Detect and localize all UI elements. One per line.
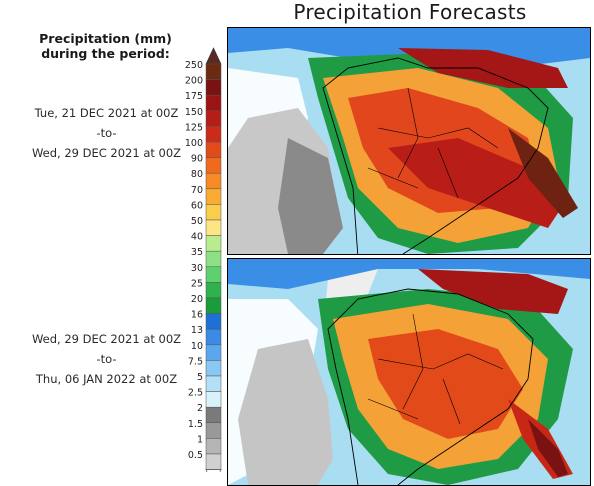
scale-label-40: 40 — [191, 232, 203, 243]
scale-swatch-35 — [205, 250, 222, 268]
color-scale: 2502001751501251009080706050403530252016… — [185, 47, 222, 472]
scale-swatch-30 — [205, 266, 222, 283]
scale-swatch-250 — [205, 63, 222, 80]
scale-swatch-20 — [205, 297, 222, 314]
scale-swatch-1 — [205, 438, 222, 455]
page-title: Precipitation Forecasts — [293, 0, 527, 24]
period-2-label: Wed, 29 DEC 2021 at 00Z -to- Thu, 06 JAN… — [24, 329, 189, 389]
scale-label-100: 100 — [185, 138, 203, 149]
scale-swatch-200 — [205, 79, 222, 96]
scale-label-25: 25 — [191, 278, 203, 289]
period-1-end: Wed, 29 DEC 2021 at 00Z — [31, 146, 182, 160]
scale-label-250: 250 — [185, 60, 203, 71]
scale-label-1.5: 1.5 — [188, 419, 203, 430]
scale-swatch-175 — [205, 94, 222, 112]
scale-swatch-2 — [205, 406, 222, 424]
scale-label-35: 35 — [191, 247, 203, 258]
scale-label-20: 20 — [191, 294, 203, 305]
scale-swatch-80 — [205, 172, 222, 190]
legend-title-line-2: during the period: — [41, 46, 170, 61]
period-2-start: Wed, 29 DEC 2021 at 00Z — [31, 332, 182, 346]
legend-title-line-1: Precipitation (mm) — [39, 31, 172, 46]
scale-label-10: 10 — [191, 341, 203, 352]
legend-title: Precipitation (mm) during the period: — [18, 31, 193, 61]
scale-label-125: 125 — [185, 122, 203, 133]
scale-swatch-90 — [205, 157, 222, 174]
scale-label-2: 2 — [197, 403, 203, 414]
scale-swatch-10 — [205, 344, 222, 361]
scale-swatch-150 — [205, 110, 222, 127]
forecast-map-period-1 — [227, 27, 591, 255]
scale-label-175: 175 — [185, 91, 203, 102]
scale-label-200: 200 — [185, 76, 203, 87]
period-2-separator: -to- — [96, 352, 117, 366]
scale-swatch-1.5 — [205, 422, 222, 439]
scale-swatch-5 — [205, 375, 222, 392]
scale-label-90: 90 — [191, 154, 203, 165]
scale-swatch-125 — [205, 126, 222, 143]
scale-label-2.5: 2.5 — [188, 388, 203, 399]
period-1-separator: -to- — [96, 126, 117, 140]
forecast-map-period-2 — [227, 258, 591, 486]
scale-max-arrow — [205, 47, 222, 65]
scale-swatch-60 — [205, 204, 222, 221]
scale-swatch-70 — [205, 188, 222, 205]
period-1-label: Tue, 21 DEC 2021 at 00Z -to- Wed, 29 DEC… — [24, 103, 189, 163]
scale-swatch-16 — [205, 313, 222, 330]
scale-label-60: 60 — [191, 200, 203, 211]
scale-label-0.5: 0.5 — [188, 450, 203, 461]
scale-swatch-0.5 — [205, 453, 222, 470]
scale-label-16: 16 — [191, 310, 203, 321]
scale-swatch-50 — [205, 219, 222, 236]
scale-swatch-13 — [205, 328, 222, 346]
scale-label-13: 13 — [191, 325, 203, 336]
scale-label-5: 5 — [197, 372, 203, 383]
scale-label-50: 50 — [191, 216, 203, 227]
scale-label-7.5: 7.5 — [188, 356, 203, 367]
scale-label-150: 150 — [185, 107, 203, 118]
scale-swatch-100 — [205, 141, 222, 158]
period-1-start: Tue, 21 DEC 2021 at 00Z — [34, 106, 179, 120]
scale-label-80: 80 — [191, 169, 203, 180]
scale-swatch-40 — [205, 235, 222, 252]
scale-swatch-7.5 — [205, 360, 222, 377]
period-2-end: Thu, 06 JAN 2022 at 00Z — [35, 372, 178, 386]
scale-swatch-2.5 — [205, 391, 222, 408]
scale-label-70: 70 — [191, 185, 203, 196]
scale-min-arrow — [205, 469, 222, 472]
scale-label-1: 1 — [197, 434, 203, 445]
scale-label-30: 30 — [191, 263, 203, 274]
scale-swatch-25 — [205, 282, 222, 299]
